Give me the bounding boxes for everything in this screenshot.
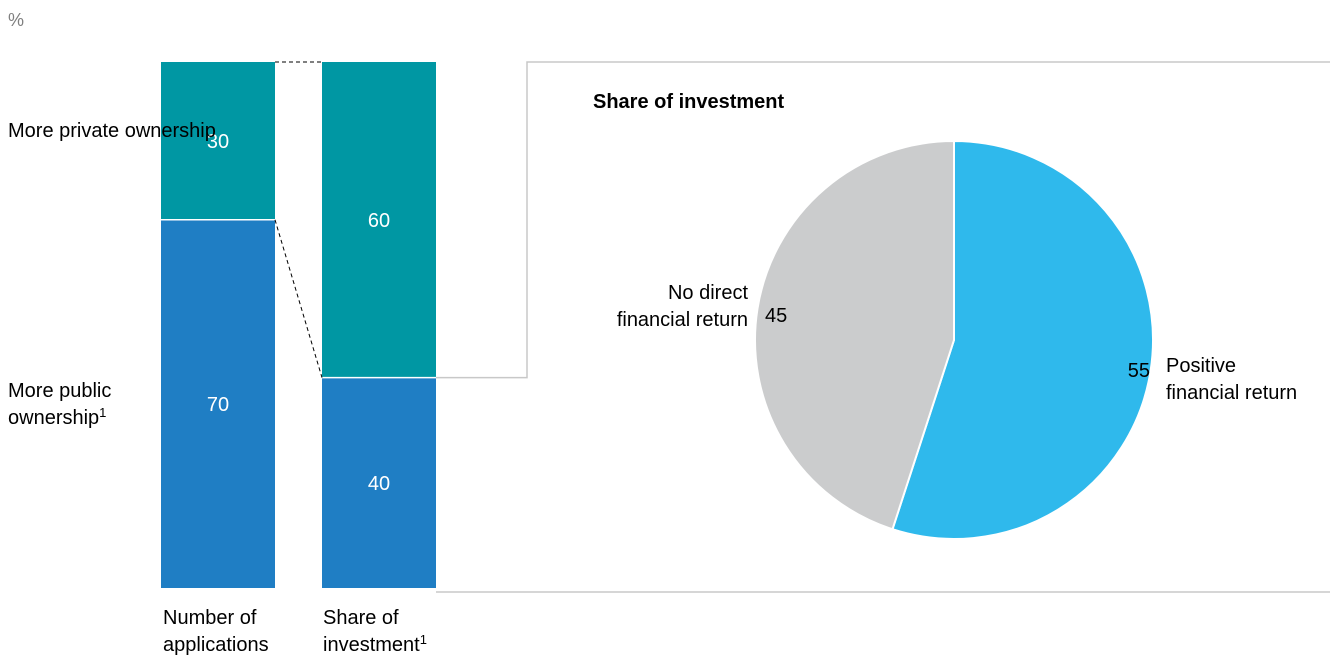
unit-label: % (8, 10, 25, 30)
category-label-investment: Share of investment1 (323, 605, 435, 659)
bar-value-label: 40 (368, 473, 390, 495)
category-label-applications-text: Number of applications (163, 607, 269, 656)
bar-segment-public-0 (161, 219, 275, 589)
bar-segment-public-1 (322, 377, 436, 588)
category-investment-footnote: 1 (419, 632, 427, 647)
pie-category-label: financial return (617, 309, 748, 331)
pie-category-label: Positive (1166, 355, 1236, 377)
pie-slice-0 (891, 139, 1154, 540)
pie-category-label: financial return (1166, 382, 1297, 404)
bar-segment-private-1 (322, 62, 436, 378)
pie-slice-1 (754, 139, 955, 531)
legend-public-text: More public ownership (8, 380, 112, 429)
legend-public-footnote: 1 (99, 405, 107, 420)
legend-private-line: More private ownership (8, 120, 216, 142)
legend-public-ownership: More public ownership1 (8, 378, 148, 432)
bar-value-label: 60 (368, 210, 390, 232)
pie-value-label: 45 (765, 305, 787, 327)
pie-value-label: 55 (1128, 360, 1150, 382)
legend-private-ownership: More private ownership (8, 118, 216, 145)
pie-category-label: No direct (668, 282, 748, 304)
category-label-investment-text: Share of investment (323, 607, 420, 656)
bar-value-label: 30 (207, 131, 229, 153)
bar-value-label: 70 (207, 394, 229, 416)
callout-bracket (436, 61, 1330, 379)
category-label-applications: Number of applications (163, 605, 275, 659)
pie-title: Share of investment (593, 91, 785, 113)
connector-mid-dashed (274, 219, 323, 378)
bar-segment-private-0 (161, 62, 275, 220)
